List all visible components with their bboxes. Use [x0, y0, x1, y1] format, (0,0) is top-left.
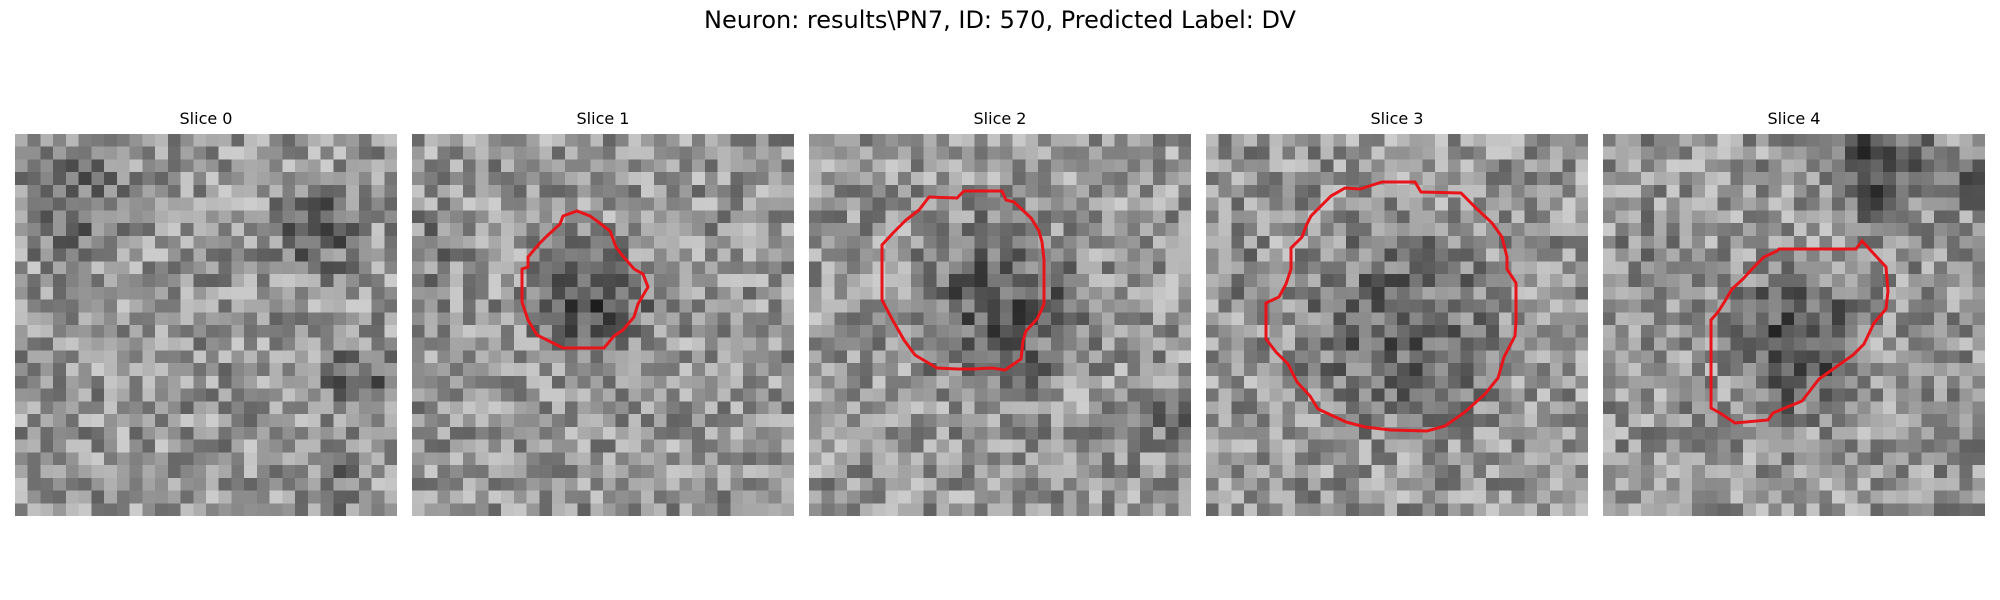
slice-image	[809, 134, 1191, 516]
neuron-contour	[1264, 180, 1518, 433]
slice-title: Slice 2	[973, 109, 1027, 128]
slice-title: Slice 1	[576, 109, 630, 128]
neuron-contour	[880, 189, 1046, 372]
slice-panel-4: Slice 4	[1603, 107, 1985, 516]
slice-image	[15, 134, 397, 516]
neuron-contour-overlay	[520, 209, 650, 350]
slice-image	[1206, 134, 1588, 516]
slice-panel-1: Slice 1	[412, 107, 794, 516]
slice-panel-2: Slice 2	[809, 107, 1191, 516]
neuron-contour	[1709, 238, 1890, 425]
slice-panel-0: Slice 0	[15, 107, 397, 516]
neuron-contour-overlay	[880, 189, 1046, 372]
figure-title: Neuron: results\PN7, ID: 570, Predicted …	[704, 6, 1296, 34]
neuron-contour-overlay	[1709, 238, 1890, 425]
slice-title: Slice 4	[1767, 109, 1821, 128]
slice-title: Slice 0	[179, 109, 233, 128]
slice-image	[1603, 134, 1985, 516]
slice-panel-3: Slice 3	[1206, 107, 1588, 516]
slice-title: Slice 3	[1370, 109, 1424, 128]
neuron-contour-overlay	[1264, 180, 1518, 433]
neuron-contour	[520, 209, 650, 350]
slice-image	[412, 134, 794, 516]
